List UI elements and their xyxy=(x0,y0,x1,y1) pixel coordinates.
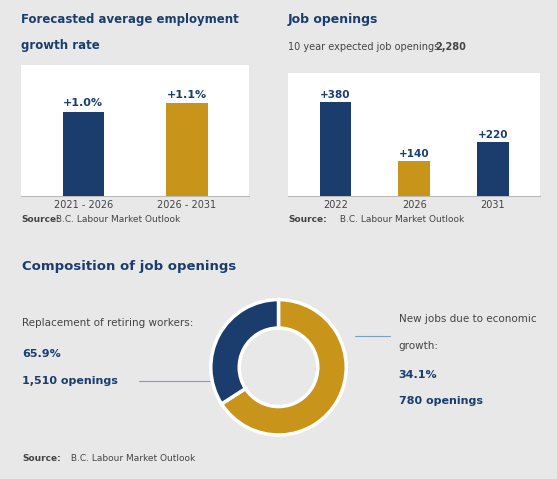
Text: 2,280: 2,280 xyxy=(435,42,466,52)
Text: 65.9%: 65.9% xyxy=(22,350,61,359)
Text: Source:: Source: xyxy=(21,216,60,224)
Text: 10 year expected job openings:: 10 year expected job openings: xyxy=(288,42,446,52)
Text: Composition of job openings: Composition of job openings xyxy=(22,261,236,274)
Text: Job openings: Job openings xyxy=(288,13,378,26)
Text: growth:: growth: xyxy=(399,341,438,351)
Text: Source:: Source: xyxy=(22,454,61,463)
Text: growth rate: growth rate xyxy=(21,39,100,52)
Text: 34.1%: 34.1% xyxy=(399,369,437,379)
Text: 1,510 openings: 1,510 openings xyxy=(22,376,118,386)
Text: Replacement of retiring workers:: Replacement of retiring workers: xyxy=(22,319,193,328)
Text: B.C. Labour Market Outlook: B.C. Labour Market Outlook xyxy=(69,454,196,463)
Text: Forecasted average employment: Forecasted average employment xyxy=(21,13,239,26)
Text: 780 openings: 780 openings xyxy=(399,396,482,406)
Text: New jobs due to economic: New jobs due to economic xyxy=(399,314,536,324)
Text: B.C. Labour Market Outlook: B.C. Labour Market Outlook xyxy=(337,216,465,224)
Text: B.C. Labour Market Outlook: B.C. Labour Market Outlook xyxy=(53,216,180,224)
Text: Source:: Source: xyxy=(288,216,327,224)
